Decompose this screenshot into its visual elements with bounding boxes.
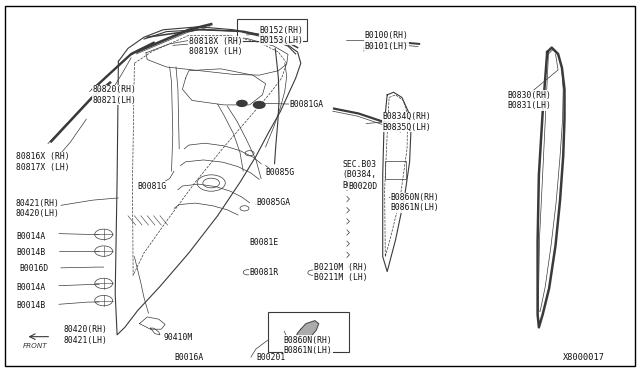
Polygon shape: [296, 321, 319, 343]
Text: 80816X (RH)
80817X (LH): 80816X (RH) 80817X (LH): [16, 152, 70, 171]
Text: 80820(RH)
80821(LH): 80820(RH) 80821(LH): [93, 85, 137, 105]
Bar: [385, 161, 406, 179]
Text: B0020D: B0020D: [348, 182, 378, 190]
Text: FRONT: FRONT: [23, 343, 47, 349]
Text: 80818X (RH)
80819X (LH): 80818X (RH) 80819X (LH): [189, 37, 243, 56]
Text: X8000017: X8000017: [563, 353, 605, 362]
Text: B0834Q(RH)
B0835Q(LH): B0834Q(RH) B0835Q(LH): [383, 112, 431, 132]
Text: B0860N(RH)
B0861N(LH): B0860N(RH) B0861N(LH): [284, 336, 332, 355]
Text: 80421(RH)
80420(LH): 80421(RH) 80420(LH): [16, 199, 60, 218]
Text: B0085G: B0085G: [266, 169, 295, 177]
Text: B00201: B00201: [256, 353, 285, 362]
Text: B0014B: B0014B: [16, 248, 45, 257]
Text: B0016A: B0016A: [174, 353, 204, 362]
Text: B0014A: B0014A: [16, 232, 45, 241]
Text: B0016D: B0016D: [19, 264, 49, 273]
Text: 90410M: 90410M: [163, 333, 193, 342]
Text: B0081G: B0081G: [138, 182, 167, 190]
Text: B0210M (RH)
B0211M (LH): B0210M (RH) B0211M (LH): [314, 263, 367, 282]
Bar: [268, 312, 349, 352]
Text: B0100(RH)
B0101(LH): B0100(RH) B0101(LH): [365, 31, 409, 51]
Text: B0014B: B0014B: [16, 301, 45, 310]
Text: B0860N(RH)
B0861N(LH): B0860N(RH) B0861N(LH): [390, 193, 439, 212]
Text: B0081GA: B0081GA: [289, 100, 323, 109]
Text: B0081E: B0081E: [250, 238, 279, 247]
Text: B0085GA: B0085GA: [256, 198, 290, 207]
Text: 80420(RH)
80421(LH): 80420(RH) 80421(LH): [64, 325, 108, 344]
Text: B0081R: B0081R: [250, 268, 279, 277]
Circle shape: [237, 100, 247, 106]
Text: SEC.B03
(B0384,
B0365): SEC.B03 (B0384, B0365): [342, 160, 376, 190]
Text: B0830(RH)
B0831(LH): B0830(RH) B0831(LH): [508, 91, 552, 110]
Text: B0014A: B0014A: [16, 283, 45, 292]
Text: B0152(RH)
B0153(LH): B0152(RH) B0153(LH): [259, 26, 303, 45]
Circle shape: [253, 102, 265, 108]
Bar: [237, 19, 307, 41]
